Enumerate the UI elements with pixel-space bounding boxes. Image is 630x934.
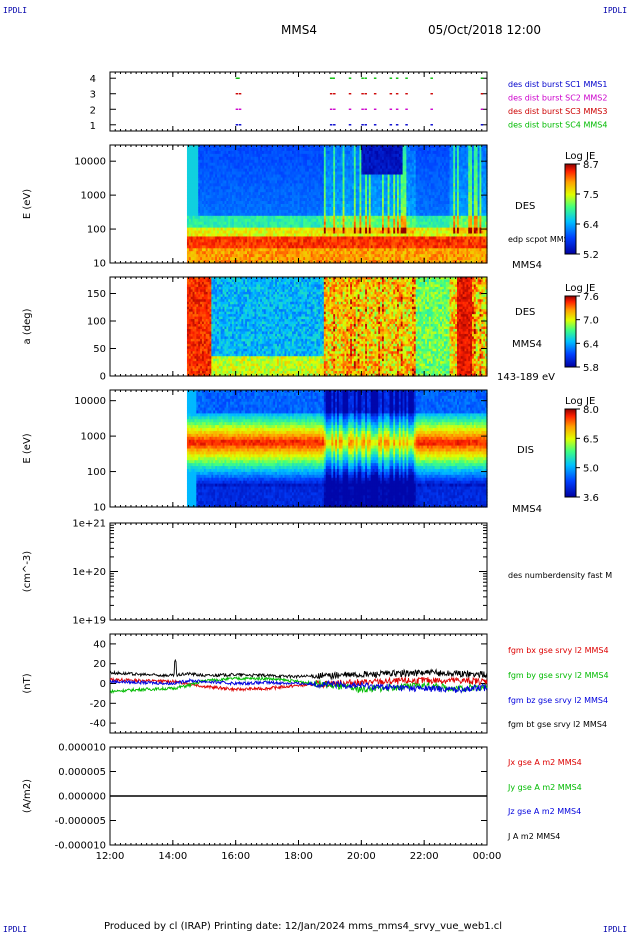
burst-mark — [333, 124, 336, 125]
legend-entry: des dist burst SC2 MMS2 — [508, 94, 607, 103]
burst-mark — [364, 109, 367, 110]
burst-mark — [364, 78, 367, 79]
burst-mark — [237, 78, 240, 79]
burst-mark — [374, 78, 377, 79]
legend-entry: des dist burst SC4 MMS4 — [508, 121, 607, 130]
burst-mark — [374, 93, 377, 94]
burst-mark — [481, 78, 484, 79]
burst-mark — [430, 93, 433, 94]
burst-mark — [390, 93, 393, 94]
burst-mark — [481, 93, 484, 94]
burst-mark — [374, 109, 377, 110]
burst-mark — [405, 78, 408, 79]
legend-entry: des dist burst SC1 MMS1 — [508, 80, 607, 89]
burst-mark — [239, 124, 242, 125]
burst-mark — [430, 78, 433, 79]
burst-mark — [390, 124, 393, 125]
burst-mark — [405, 124, 408, 125]
burst-mark — [236, 109, 239, 110]
burst-mark — [374, 124, 377, 125]
spacecraft-title: MMS4 — [281, 23, 317, 37]
burst-mark — [333, 93, 336, 94]
burst-mark — [396, 109, 399, 110]
burst-mark — [481, 109, 484, 110]
panels-group: 1 2 3 4 des dist burst SC1 MMS1 des dist burs… — [22, 72, 612, 862]
burst-mark — [430, 109, 433, 110]
burst-mark — [349, 124, 352, 125]
burst-mark — [405, 109, 408, 110]
burst-mark — [396, 93, 399, 94]
y-tick-label: 3 — [90, 90, 96, 101]
burst-mark — [396, 78, 399, 79]
burst-mark — [390, 78, 393, 79]
burst-mark — [405, 93, 408, 94]
legend-entry: des dist burst SC3 MMS3 — [508, 107, 607, 116]
burst-mark — [236, 93, 239, 94]
burst-mark — [330, 124, 333, 125]
burst-mark — [239, 109, 242, 110]
burst-mark — [481, 124, 484, 125]
burst-mark — [333, 109, 336, 110]
burst-mark — [332, 78, 335, 79]
burst-mark — [396, 124, 399, 125]
panel-frame-0 — [110, 72, 487, 131]
y-tick-label: 4 — [90, 74, 96, 85]
burst-mark — [330, 109, 333, 110]
y-tick-label: 1 — [90, 121, 96, 132]
burst-mark — [361, 109, 364, 110]
burst-mark — [236, 124, 239, 125]
burst-mark — [390, 109, 393, 110]
burst-mark — [430, 124, 433, 125]
burst-mark — [361, 78, 364, 79]
y-tick-label: 2 — [90, 105, 96, 116]
corner-label-top-left: IPDLI — [3, 6, 27, 15]
burst-mark — [239, 93, 242, 94]
date-title: 05/Oct/2018 12:00 — [428, 23, 541, 37]
burst-mark — [330, 78, 333, 79]
burst-mark — [364, 93, 367, 94]
burst-mark — [361, 124, 364, 125]
burst-mark — [330, 93, 333, 94]
burst-mark — [364, 124, 367, 125]
spectrogram-des-energy — [187, 145, 488, 264]
corner-label-top-right: IPDLI — [603, 6, 627, 15]
burst-mark — [361, 93, 364, 94]
burst-mark — [349, 78, 352, 79]
burst-mark — [349, 93, 352, 94]
burst-mark — [349, 109, 352, 110]
